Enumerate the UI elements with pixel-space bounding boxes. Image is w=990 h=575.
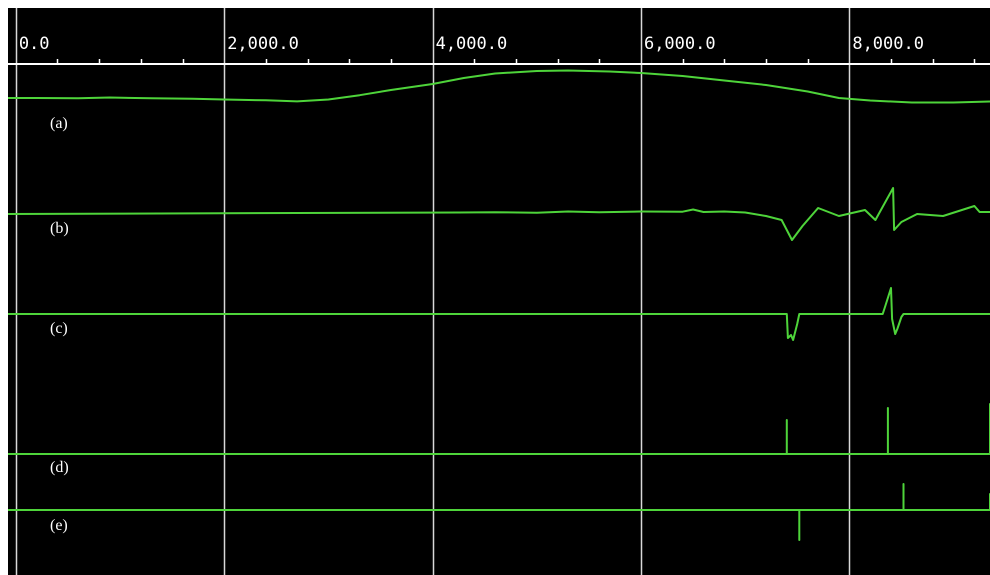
trace-line-1	[7, 187, 990, 241]
plot-background	[8, 8, 990, 575]
ruler-tick-label-1: 2,000.0	[227, 34, 299, 54]
trace-label-1: (b)	[50, 220, 69, 237]
trace-label-0: (a)	[50, 115, 68, 132]
ruler-tick-label-4: 8,000.0	[852, 34, 924, 54]
trace-line-4	[8, 483, 990, 541]
ruler-tick-label-2: 4,000.0	[436, 34, 508, 54]
trace-label-2: (c)	[50, 320, 68, 337]
ruler-tick-label-3: 6,000.0	[644, 34, 716, 54]
trace-label-4: (e)	[50, 517, 68, 534]
ruler-tick-label-0: 0.0	[19, 34, 50, 54]
trace-line-0	[8, 69, 990, 104]
trace-line-3	[8, 403, 990, 455]
trace-label-3: (d)	[50, 459, 69, 476]
trace-line-2	[8, 287, 990, 341]
